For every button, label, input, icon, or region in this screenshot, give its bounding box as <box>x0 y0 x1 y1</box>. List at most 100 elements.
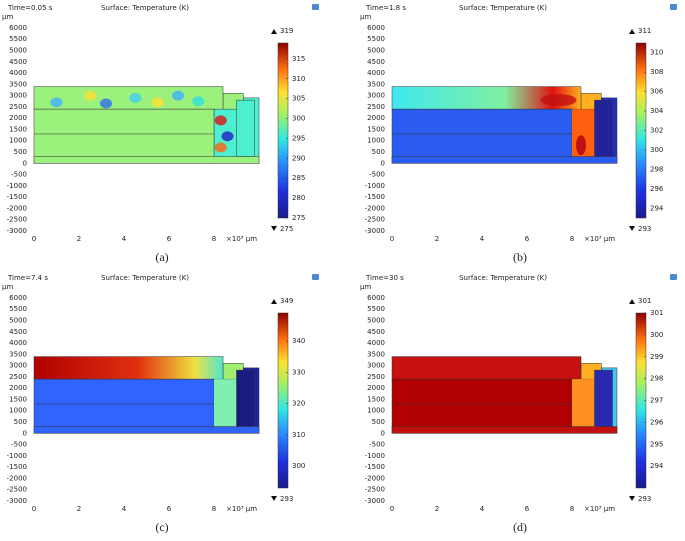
x-unit: ×10³ µm <box>226 235 257 243</box>
region <box>236 99 255 157</box>
region <box>391 426 618 434</box>
icon <box>312 274 319 280</box>
caption: (c) <box>155 520 168 534</box>
region <box>391 378 573 434</box>
y-tick-label: -1000 <box>7 452 27 460</box>
min-marker <box>629 496 635 501</box>
y-tick-label: -2000 <box>7 474 27 482</box>
y-tick-label: -2000 <box>365 204 385 212</box>
colorbar-tick-label: 300 <box>650 146 663 154</box>
y-tick-label: -2000 <box>365 474 385 482</box>
x-tick-label: 0 <box>32 235 36 243</box>
y-tick-label: -2000 <box>7 204 27 212</box>
colorbar-tick-label: 295 <box>292 134 305 142</box>
blob <box>576 135 586 156</box>
time-label: Time=7.4 s <box>7 274 48 282</box>
colorbar-tick-label: 299 <box>650 353 663 361</box>
x-tick-label: 2 <box>77 505 81 513</box>
y-tick-label: -500 <box>369 441 385 449</box>
y-unit: µm <box>2 13 13 21</box>
colorbar-min: 275 <box>280 225 293 233</box>
y-tick-label: -1500 <box>7 193 27 201</box>
colorbar-tick-label: 290 <box>292 154 305 162</box>
x-tick-label: 4 <box>480 505 485 513</box>
region <box>594 99 613 157</box>
x-unit: ×10³ µm <box>584 235 615 243</box>
region <box>594 369 613 427</box>
y-tick-label: 3000 <box>9 362 27 370</box>
plot-title: Surface: Temperature (K) <box>101 274 189 282</box>
x-tick-label: 4 <box>122 505 127 513</box>
plot-title: Surface: Temperature (K) <box>459 274 547 282</box>
y-tick-label: -500 <box>369 171 385 179</box>
y-tick-label: 3500 <box>367 80 385 88</box>
blob <box>192 96 205 107</box>
y-tick-label: 1500 <box>367 125 385 133</box>
colorbar-tick-label: 301 <box>650 309 663 317</box>
y-tick-label: -1500 <box>365 193 385 201</box>
plot-title: Surface: Temperature (K) <box>101 4 189 12</box>
panel: Time=30 s Surface: Temperature (K) µm 6000 5… <box>360 274 677 534</box>
colorbar-tick-label: 304 <box>650 107 664 115</box>
y-tick-label: 1500 <box>9 395 27 403</box>
region <box>214 379 237 427</box>
colorbar-tick-label: 296 <box>650 418 664 426</box>
region <box>33 356 224 380</box>
y-tick-label: 3500 <box>367 350 385 358</box>
y-tick-label: -500 <box>11 441 27 449</box>
y-tick-label: -2500 <box>7 216 27 224</box>
colorbar-tick-label: 310 <box>650 49 663 57</box>
y-tick-label: 4000 <box>9 339 27 347</box>
colorbar-tick-label: 306 <box>650 88 664 96</box>
blob <box>540 94 577 107</box>
y-tick-label: 4000 <box>367 339 385 347</box>
region <box>33 378 215 434</box>
y-tick-label: 1000 <box>367 407 385 415</box>
max-marker <box>271 29 277 34</box>
colorbar-tick-label: 296 <box>650 185 664 193</box>
time-label: Time=30 s <box>365 274 404 282</box>
caption: (b) <box>513 250 527 264</box>
y-tick-label: 4500 <box>9 58 27 66</box>
blob <box>214 115 227 126</box>
y-unit: µm <box>360 283 371 291</box>
y-tick-label: 500 <box>14 418 27 426</box>
y-tick-label: 500 <box>372 418 385 426</box>
x-tick-label: 4 <box>122 235 127 243</box>
colorbar-min: 293 <box>280 495 293 503</box>
icon <box>670 274 677 280</box>
colorbar-tick-label: 300 <box>292 462 305 470</box>
y-tick-label: 1500 <box>367 395 385 403</box>
blob <box>129 92 142 103</box>
y-tick-label: 4000 <box>367 69 385 77</box>
x-unit: ×10³ µm <box>226 505 257 513</box>
x-tick-label: 8 <box>570 235 574 243</box>
max-marker <box>629 29 635 34</box>
blob <box>84 90 97 101</box>
x-tick-label: 2 <box>435 235 439 243</box>
y-tick-label: -1000 <box>365 452 385 460</box>
colorbar-tick-label: 305 <box>292 95 305 103</box>
x-tick-label: 8 <box>212 505 216 513</box>
x-unit: ×10³ µm <box>584 505 615 513</box>
region <box>33 108 215 164</box>
y-tick-label: -3000 <box>7 497 27 505</box>
region <box>33 156 260 164</box>
y-tick-label: 6000 <box>367 294 385 302</box>
y-tick-label: 0 <box>381 429 385 437</box>
x-tick-label: 2 <box>435 505 439 513</box>
region <box>33 426 260 434</box>
colorbar-min: 293 <box>638 495 651 503</box>
colorbar-tick-label: 298 <box>650 375 663 383</box>
y-tick-label: 6000 <box>9 294 27 302</box>
blob <box>172 90 184 101</box>
y-tick-label: 2500 <box>9 103 27 111</box>
y-tick-label: 4500 <box>367 328 385 336</box>
x-tick-label: 6 <box>525 505 530 513</box>
icon <box>312 4 319 10</box>
y-tick-label: 4000 <box>9 69 27 77</box>
y-tick-label: 2000 <box>9 114 27 122</box>
min-marker <box>271 226 277 231</box>
region <box>572 379 595 427</box>
